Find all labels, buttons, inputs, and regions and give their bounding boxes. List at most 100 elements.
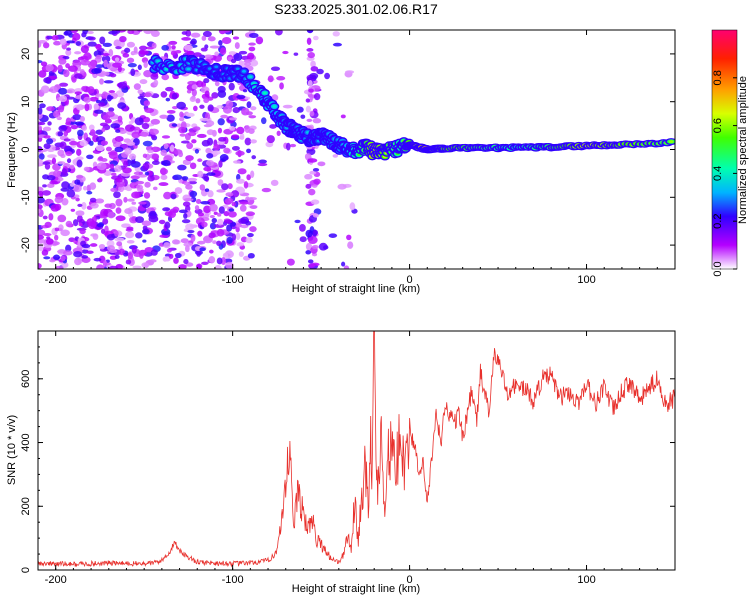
spectrogram-noise-blob xyxy=(191,139,197,144)
spectrogram-noise-blob xyxy=(266,135,275,144)
spectrogram-noise-blob xyxy=(43,233,52,237)
spectrogram-noise-blob xyxy=(57,131,64,137)
spectrogram-noise-blob xyxy=(214,81,220,87)
spectrogram-noise-blob xyxy=(81,32,87,38)
spectrogram-noise-blob xyxy=(38,70,47,78)
spectrogram-noise-blob xyxy=(65,117,72,125)
spectrogram-noise-blob xyxy=(75,41,82,46)
spectrogram-noise-blob xyxy=(110,172,117,176)
spectrogram-noise-blob xyxy=(203,54,214,60)
spectrogram-noise-blob xyxy=(58,87,68,95)
spectrogram-noise-blob xyxy=(306,37,312,45)
spectrogram-noise-blob xyxy=(83,96,91,103)
spectrogram-noise-blob xyxy=(161,228,171,236)
spectrogram-noise-blob xyxy=(248,30,256,34)
ridge-core xyxy=(235,67,240,71)
spectrogram-noise-blob xyxy=(57,227,63,232)
spectrogram-noise-blob xyxy=(66,47,71,51)
spectrogram-noise-blob xyxy=(38,190,44,196)
spectrogram-noise-blob xyxy=(115,177,123,183)
bottom-y-tick-label: 0 xyxy=(20,567,32,573)
spectrogram-noise-blob xyxy=(186,142,194,150)
spectrogram-noise-blob xyxy=(112,62,123,68)
spectrogram-noise-blob xyxy=(349,202,356,211)
spectrogram-noise-blob xyxy=(72,113,82,121)
spectrogram-noise-blob xyxy=(270,179,279,186)
spectrogram-noise-blob xyxy=(179,133,186,137)
colorbar-tick-label: 0.4 xyxy=(712,166,724,181)
spectrogram-noise-blob xyxy=(150,73,159,80)
spectrogram-noise-blob xyxy=(313,35,319,41)
spectrogram-noise-blob xyxy=(58,125,68,132)
spectrogram-noise-blob xyxy=(38,196,45,204)
spectrogram-noise-blob xyxy=(176,123,183,128)
spectrogram-noise-blob xyxy=(76,104,85,111)
spectrogram-noise-blob xyxy=(96,223,104,228)
spectrogram-noise-blob xyxy=(137,89,143,94)
spectrogram-noise-blob xyxy=(131,201,137,205)
spectrogram-noise-blob xyxy=(119,35,127,43)
spectrogram-noise-blob xyxy=(99,78,104,85)
spectrogram-noise-blob xyxy=(223,210,230,217)
spectrogram-noise-blob xyxy=(38,112,43,120)
spectrogram-noise-blob xyxy=(52,170,61,178)
spectrogram-noise-blob xyxy=(54,196,63,204)
spectrogram-noise-blob xyxy=(93,109,104,114)
spectrogram-noise-blob xyxy=(201,261,209,266)
spectrogram-noise-blob xyxy=(95,129,104,135)
spectrogram-noise-blob xyxy=(128,153,137,160)
spectrogram-noise-blob xyxy=(38,234,45,240)
spectrogram-noise-blob xyxy=(343,265,350,269)
spectrogram-noise-blob xyxy=(177,164,187,171)
spectrogram-noise-blob xyxy=(150,249,158,256)
spectrogram-noise-blob xyxy=(139,131,149,137)
spectrogram-noise-blob xyxy=(115,129,121,133)
spectrogram-noise-blob xyxy=(131,245,137,254)
spectrogram-noise-blob xyxy=(125,231,135,239)
spectrogram-noise-blob xyxy=(125,259,132,265)
spectrogram-noise-blob xyxy=(102,52,110,57)
spectrogram-noise-blob xyxy=(150,30,160,37)
spectrogram-noise-blob xyxy=(91,68,101,74)
spectrogram-noise-blob xyxy=(185,112,195,118)
spectrogram-noise-blob xyxy=(184,244,190,253)
spectrogram-noise-blob xyxy=(149,128,159,135)
spectrogram-noise-blob xyxy=(234,42,240,49)
spectrogram-noise-blob xyxy=(50,204,60,212)
bottom-x-axis-label: Height of straight line (km) xyxy=(292,583,420,595)
spectrogram-noise-blob xyxy=(130,160,137,165)
spectrogram-noise-blob xyxy=(308,88,314,93)
spectrogram-noise-blob xyxy=(248,115,257,119)
spectrogram-noise-blob xyxy=(79,140,89,147)
top-y-tick-label: 0 xyxy=(20,146,32,152)
spectrogram-noise-blob xyxy=(76,156,84,161)
ridge-core xyxy=(262,91,267,95)
spectrogram-noise-blob xyxy=(100,140,109,146)
spectrogram-noise-blob xyxy=(179,116,185,122)
spectrogram-noise-blob xyxy=(64,30,72,36)
spectrogram-noise-blob xyxy=(114,146,124,153)
ridge-core xyxy=(214,65,219,69)
spectrogram-noise-blob xyxy=(231,201,236,207)
spectrogram-noise-blob xyxy=(87,30,94,35)
spectrogram-noise-blob xyxy=(251,155,257,160)
spectrogram-noise-blob xyxy=(216,228,225,237)
spectrogram-noise-blob xyxy=(267,75,274,83)
spectrogram-noise-blob xyxy=(141,122,150,130)
bottom-x-tick-label: -100 xyxy=(222,574,244,586)
spectrogram-noise-blob xyxy=(300,114,306,119)
spectrogram-noise-blob xyxy=(144,107,155,113)
spectrogram-noise-blob xyxy=(183,259,189,265)
spectrogram-noise-blob xyxy=(101,127,106,132)
spectrogram-noise-blob xyxy=(88,124,95,131)
spectrogram-noise-blob xyxy=(60,255,66,262)
spectrogram-noise-blob xyxy=(238,50,248,55)
spectrogram-noise-blob xyxy=(216,189,226,193)
spectrogram-noise-blob xyxy=(221,183,229,191)
spectrogram-noise-blob xyxy=(286,258,295,266)
spectrogram-noise-blob xyxy=(95,198,105,204)
spectrogram-noise-blob xyxy=(74,51,82,55)
spectrogram-noise-blob xyxy=(165,86,174,92)
spectrogram-noise-blob xyxy=(148,215,159,223)
spectrogram-noise-blob xyxy=(170,193,177,200)
